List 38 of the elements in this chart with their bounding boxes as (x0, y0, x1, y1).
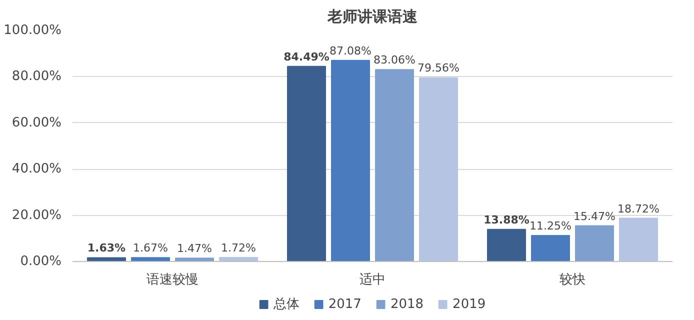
x-tick-label: 较快 (560, 272, 586, 288)
data-label: 87.08% (330, 44, 372, 58)
y-tick-label: 20.00% (12, 208, 62, 223)
bar (331, 60, 370, 262)
data-label: 1.63% (87, 242, 126, 255)
bar (531, 235, 570, 262)
bar (175, 258, 214, 262)
data-label: 18.72% (618, 202, 660, 216)
data-label: 79.56% (418, 62, 460, 75)
y-tick-label: 80.00% (12, 69, 62, 84)
data-label: 1.47% (177, 242, 212, 256)
bar (375, 69, 414, 262)
data-label: 15.47% (574, 210, 616, 223)
data-label: 1.72% (221, 242, 256, 255)
y-tick-label: 100.00% (4, 23, 62, 38)
chart-title: 老师讲课语速 (326, 8, 418, 26)
bar (287, 66, 326, 262)
x-tick-label: 语速较慢 (146, 272, 198, 288)
bar (487, 228, 526, 262)
bar (131, 257, 170, 262)
data-label: 84.49% (284, 50, 330, 64)
data-label: 13.88% (484, 213, 530, 226)
x-tick-label: 适中 (360, 272, 386, 288)
data-label: 11.25% (530, 220, 572, 233)
legend-label: 总体 (273, 296, 300, 313)
y-tick-label: 60.00% (12, 115, 62, 130)
legend-label: 2017 (328, 296, 362, 312)
legend-label: 2018 (390, 296, 424, 312)
data-label: 83.06% (374, 54, 416, 67)
y-tick-label: 0.00% (20, 254, 62, 269)
data-label: 1.67% (133, 242, 168, 255)
bar (619, 218, 658, 262)
bar (575, 225, 614, 262)
bar (419, 77, 458, 262)
y-tick-label: 40.00% (12, 162, 62, 177)
legend-label: 2019 (452, 296, 486, 312)
bar (219, 257, 258, 262)
bar (87, 257, 126, 262)
